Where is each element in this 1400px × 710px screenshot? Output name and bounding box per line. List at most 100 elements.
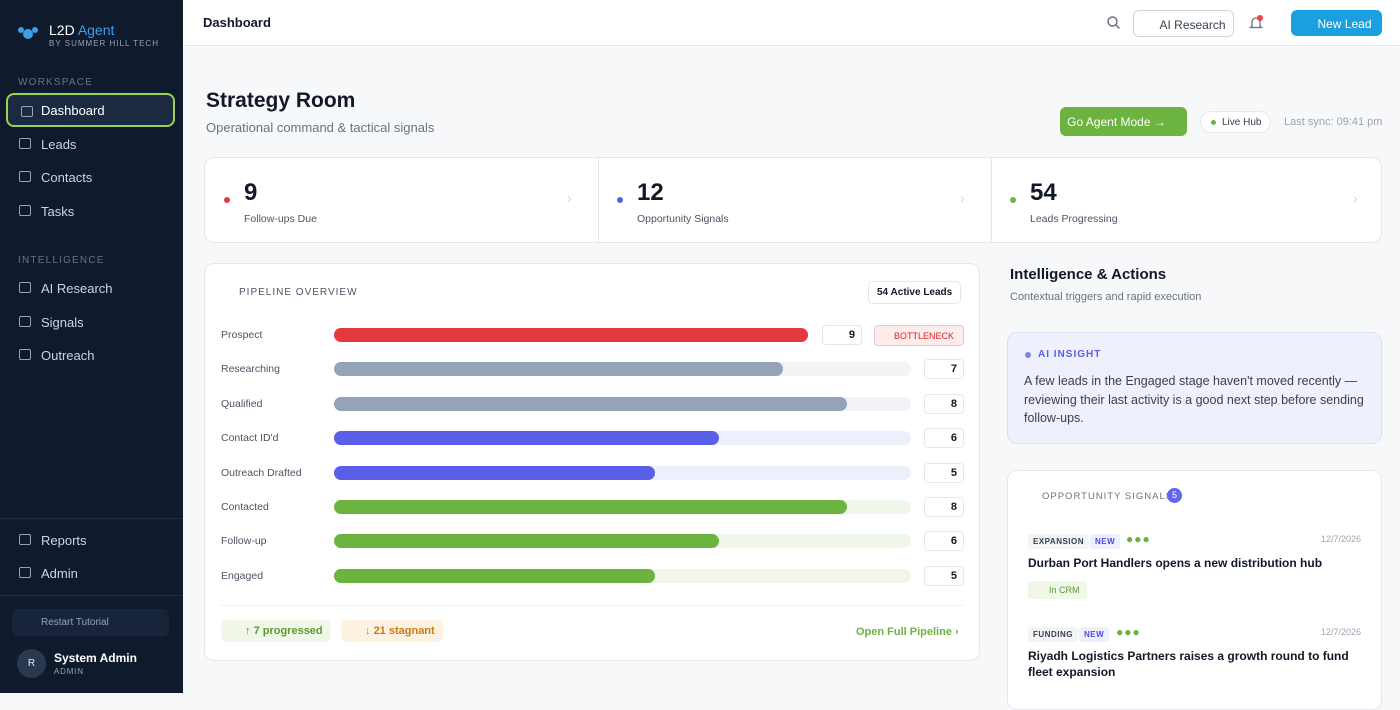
insight-text: A few leads in the Engaged stage haven't… [1024, 374, 1364, 425]
nav-item[interactable]: Signals [6, 305, 175, 339]
chevron[interactable]: › [960, 190, 965, 206]
stat-label: Leads Progressing [1030, 213, 1118, 225]
signal-dots: ●●● [1116, 625, 1141, 639]
signal-date: 12/7/2026 [1321, 534, 1362, 544]
progressed-label: 7 progressed [253, 625, 323, 637]
notifications[interactable] [1249, 15, 1263, 30]
agent-mode-button[interactable]: Go Agent Mode → [1060, 107, 1187, 136]
nav-label: Reports [41, 533, 87, 548]
header-title: Dashboard [203, 15, 271, 30]
stage-name: Contact ID'd [221, 432, 279, 445]
nav-label: Contacts [41, 170, 93, 185]
stage-count: 5 [924, 565, 964, 586]
bar [334, 362, 783, 377]
signal-title[interactable]: Durban Port Handlers opens a new distrib… [1028, 556, 1323, 570]
stage-count: 8 [924, 497, 964, 517]
bottleneck-badge: BOTTLENECK [874, 325, 964, 346]
ai-research-button[interactable]: AI Research [1133, 10, 1234, 37]
stage-name: Qualified [221, 397, 263, 410]
stat-value: 9 [244, 179, 258, 206]
progressed: ↑ 7 progressed [221, 620, 331, 642]
insight-card: AI INSIGHT A few leads in the Engaged st… [1007, 332, 1382, 444]
signal-flag: NEW [1079, 627, 1110, 642]
stage-name: Engaged [221, 569, 264, 582]
signals-card: OPPORTUNITY SIGNALS 5 EXPANSION NEW ●●● 12/… [1007, 470, 1382, 710]
stat-value: 54 [1030, 179, 1057, 206]
section-title: INTELLIGENCE [18, 255, 105, 266]
stage-name: Prospect [221, 329, 263, 341]
nav-item[interactable]: Outreach [6, 338, 175, 372]
stagnant: ↓ 21 stagnant [341, 620, 443, 642]
bar [334, 568, 655, 583]
stage-count: 5 [924, 462, 964, 483]
stat-dot [617, 197, 623, 203]
user-role: ADMIN [54, 667, 84, 676]
stat-label: Opportunity Signals [637, 213, 729, 225]
intel-subtitle: Contextual triggers and rapid execution [1010, 291, 1202, 303]
sidebar: L2D Agent BY SUMMER HILL TECH WORKSPACE D… [0, 0, 183, 693]
bar [334, 500, 847, 514]
avatar: R [17, 649, 46, 678]
nav-label: Admin [41, 566, 78, 581]
bar [334, 396, 847, 411]
insight-label: AI INSIGHT [1038, 349, 1102, 360]
nav-label: Leads [41, 136, 77, 152]
stat-dot [224, 197, 230, 203]
new-lead-button[interactable]: New Lead [1291, 10, 1382, 36]
nav-label: Signals [41, 314, 84, 330]
open-pipeline[interactable]: Open Full Pipeline › [856, 626, 959, 638]
button-label: New Lead [1317, 17, 1372, 31]
stage-count: 6 [924, 428, 964, 449]
chevron[interactable]: › [1353, 190, 1358, 206]
stage-name: Outreach Drafted [221, 466, 302, 479]
stat-dot [1010, 197, 1016, 203]
header: Dashboard AI Research New Lead [183, 0, 1400, 46]
stat-label: Follow-ups Due [244, 213, 317, 225]
chevron[interactable]: › [567, 190, 572, 206]
stage-count: 7 [924, 359, 964, 380]
signal-flag: NEW [1090, 534, 1121, 549]
stage-count: 9 [822, 325, 862, 345]
live-hub-label: Live Hub [1222, 117, 1262, 128]
signal-dots: ●●● [1126, 532, 1151, 546]
intel-title: Intelligence & Actions [1010, 266, 1167, 283]
bar [334, 465, 655, 480]
logo [18, 27, 38, 39]
page-subtitle: Operational command & tactical signals [206, 120, 435, 135]
nav-item[interactable]: Leads [6, 127, 175, 161]
live-hub: Live Hub [1200, 111, 1271, 133]
nav-label: Dashboard [41, 103, 105, 118]
stage-name: Contacted [221, 501, 269, 513]
nav-label: Outreach [41, 348, 95, 363]
bar [334, 534, 719, 549]
divider [598, 158, 599, 242]
pipeline-title: PIPELINE OVERVIEW [239, 287, 358, 298]
signal-tag: EXPANSION [1028, 534, 1090, 549]
search-icon[interactable] [1107, 16, 1120, 29]
page-title: Strategy Room [206, 89, 356, 112]
nav-item[interactable]: Reports [6, 523, 175, 557]
tutorial-label: Restart Tutorial [41, 617, 109, 628]
signal-status: In CRM [1028, 581, 1087, 599]
brand-sub: BY SUMMER HILL TECH [49, 39, 159, 48]
nav-item[interactable]: AI Research [6, 271, 175, 305]
tutorial-button[interactable]: Restart Tutorial [12, 609, 169, 636]
brand-accent: Agent [77, 22, 115, 38]
nav-label: AI Research [41, 281, 113, 296]
stage-name: Follow-up [221, 535, 267, 548]
nav-label: Tasks [41, 203, 75, 219]
stat-value: 12 [637, 179, 664, 206]
nav-item[interactable]: Admin [6, 556, 175, 590]
nav-item[interactable]: Contacts [6, 160, 175, 194]
nav-item[interactable]: Tasks [6, 194, 175, 228]
signals-title: OPPORTUNITY SIGNALS [1042, 491, 1174, 502]
stage-name: Researching [221, 363, 280, 376]
stage-count: 8 [924, 393, 964, 414]
signal-title[interactable]: Riyadh Logistics Partners raises a growt… [1028, 649, 1349, 679]
stats-row: 9 Follow-ups Due › 12 Opportunity Signals › 54… [204, 157, 1382, 243]
bar [334, 328, 808, 342]
button-label: AI Research [1159, 18, 1226, 32]
nav-item[interactable]: Dashboard [6, 93, 175, 127]
stagnant-label: 21 stagnant [373, 625, 435, 637]
